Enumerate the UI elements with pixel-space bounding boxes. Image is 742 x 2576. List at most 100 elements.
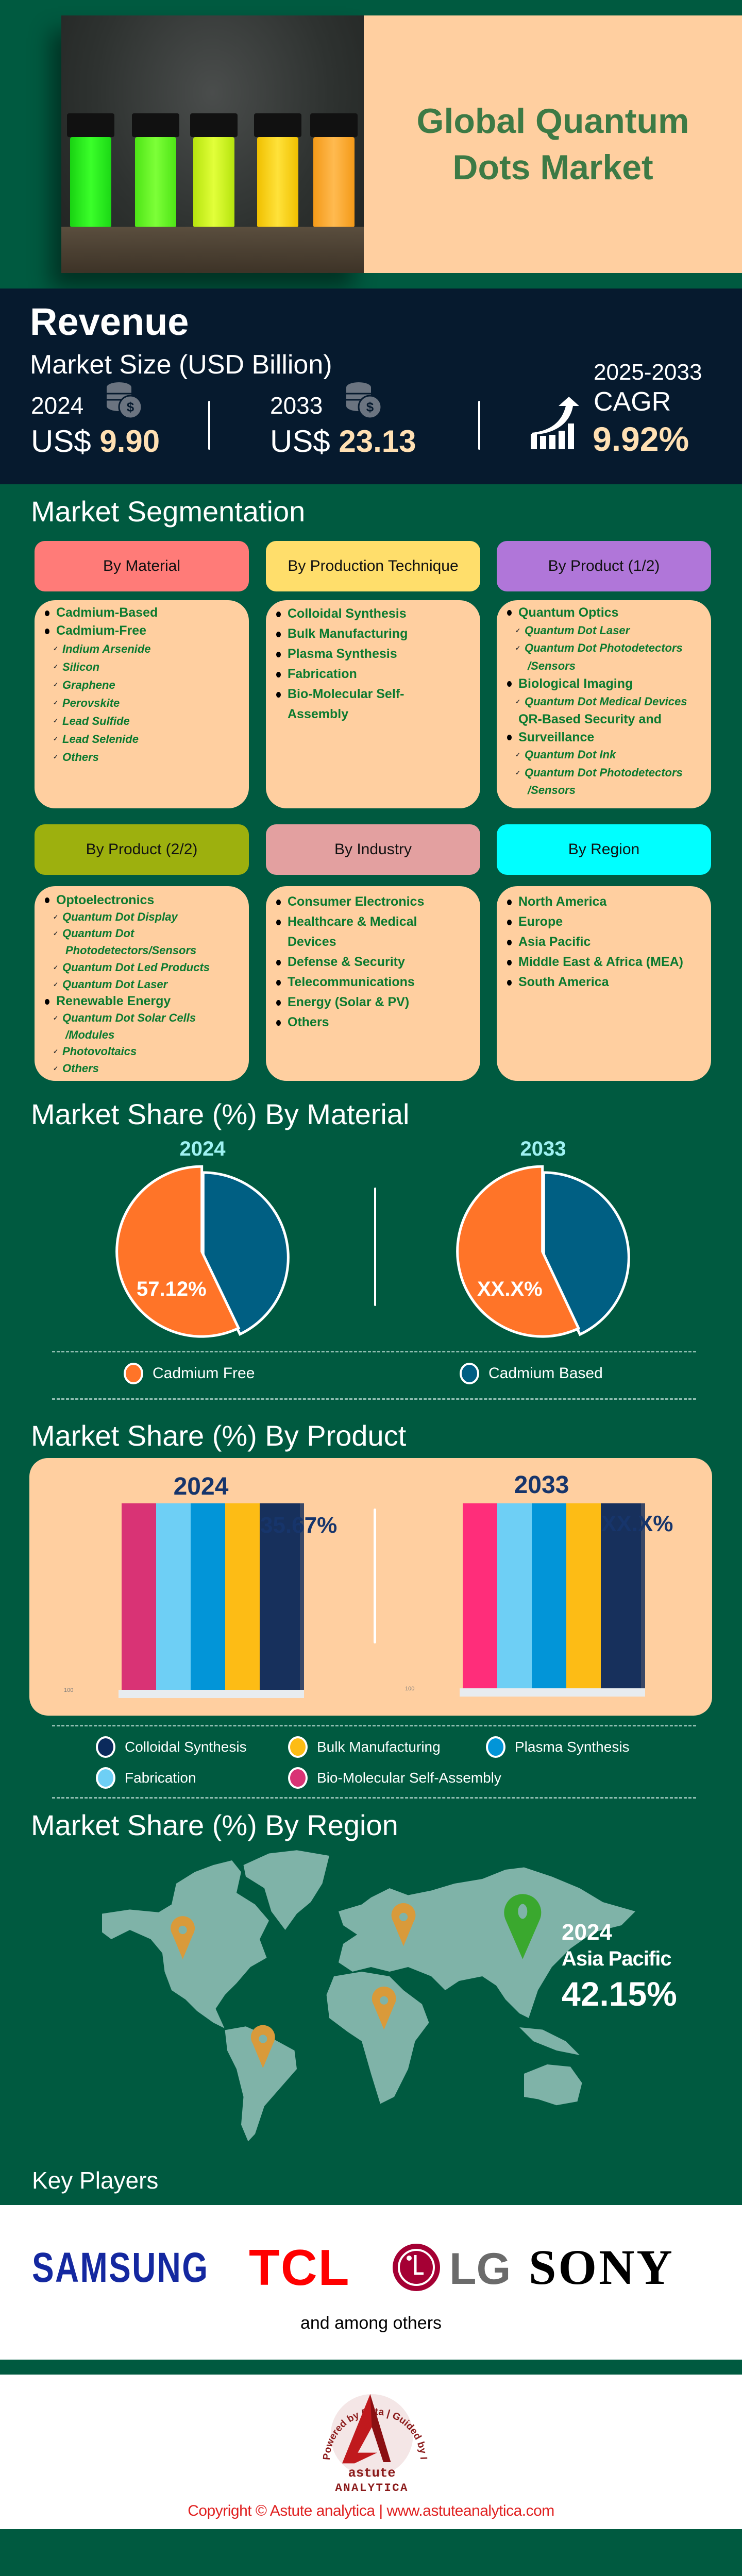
segment-header: By Product (1/2) (497, 541, 711, 591)
legend-swatch (460, 1363, 479, 1384)
segment-list: OptoelectronicsQuantum Dot DisplayQuantu… (35, 886, 249, 1081)
list-item: QR-Based Security and (518, 712, 662, 726)
segment-list: Quantum OpticsQuantum Dot LaserQuantum D… (497, 600, 711, 808)
legend-item: Bulk Manufacturing (288, 1736, 441, 1758)
bar-bulk-manufacturing (566, 1503, 606, 1688)
pie-label-2024: 57.12% (137, 1278, 207, 1300)
pie-slice-cadmium-free (456, 1165, 581, 1338)
sub-list-item: Others (35, 748, 249, 766)
list-item: Asia Pacific (497, 932, 711, 952)
list-item: Consumer Electronics (266, 892, 480, 912)
segment-header: By Region (497, 824, 711, 875)
dashed-separator (52, 1797, 696, 1799)
region-value: 42.15% (562, 1975, 677, 2013)
sub-list-item: Others (35, 1060, 249, 1077)
list-item: Europe (497, 912, 711, 932)
astute-analytica-logo: Powered by Data | Guided by Intelligence… (309, 2378, 429, 2495)
dashed-separator (52, 1398, 696, 1400)
bar-label-2024: 35.67% (260, 1513, 338, 1538)
samsung-logo: SAMSUNG (32, 2244, 209, 2291)
legend-cadmium-free: Cadmium Free (124, 1363, 255, 1384)
list-item: /Sensors (528, 784, 576, 796)
green-band (0, 2360, 742, 2375)
region-share-title: Market Share (%) By Region (31, 1809, 398, 1841)
list-item: Renewable Energy (35, 993, 249, 1010)
currency-2033: US$ (270, 424, 330, 459)
list-item: Defense & Security (266, 952, 480, 972)
segment-list: Consumer Electronics Healthcare & Medical… (266, 886, 480, 1081)
bar-colloidal-synthesis (260, 1503, 300, 1690)
segment-list: Colloidal Synthesis Bulk Manufacturing Pla… (266, 600, 480, 808)
vial-orange (310, 113, 358, 227)
pie-slice-cadmium-free (115, 1165, 241, 1338)
legend-item: Fabrication (96, 1767, 196, 1789)
svg-text:$: $ (127, 399, 134, 415)
segmentation-section: Market Segmentation By Material Cadmium-B… (0, 484, 742, 1092)
pin-europe-icon (391, 1903, 416, 1946)
pie-year-2024: 2024 (179, 1138, 226, 1160)
pie-label-2033: XX.X% (477, 1278, 543, 1300)
bar-side (640, 1503, 645, 1688)
list-item: Telecommunications (266, 972, 480, 992)
segment-header: By Material (35, 541, 249, 591)
pie-slice-cadmium-based (542, 1171, 630, 1336)
cagr-value: 9.92% (593, 420, 689, 458)
vial-yellow-green (190, 113, 238, 227)
sub-list-item: Quantum Dot Laser (35, 976, 249, 993)
year-2024: 2024 (31, 392, 84, 419)
list-item: Colloidal Synthesis (266, 604, 480, 624)
legend-label: Colloidal Synthesis (125, 1739, 247, 1755)
legend-cadmium-based: Cadmium Based (460, 1363, 603, 1384)
legend-swatch (288, 1736, 308, 1758)
southeast-asia (519, 2027, 580, 2055)
sub-list-item: Quantum Dot Photodetectors (497, 764, 711, 782)
sub-list-item: Quantum Dot Solar Cells (35, 1010, 249, 1027)
key-players-header: Key Players (0, 2154, 742, 2205)
divider (374, 1509, 376, 1643)
legend-label: Bulk Manufacturing (317, 1739, 441, 1755)
legend-label: Fabrication (125, 1770, 196, 1786)
material-share-title: Market Share (%) By Material (31, 1098, 410, 1130)
sub-list-item: Quantum Dot Photodetectors (497, 639, 711, 657)
coins-dollar-icon: $ (346, 382, 382, 419)
revenue-section: Revenue Market Size (USD Billion) 2024 $… (0, 289, 742, 484)
divider (374, 1188, 376, 1306)
market-size-label: Market Size (USD Billion) (30, 350, 332, 380)
shelf (61, 227, 364, 273)
greenland (243, 1850, 329, 1930)
segmentation-title: Market Segmentation (31, 495, 306, 528)
sub-list-item: Quantum Dot (35, 925, 249, 942)
title-panel (364, 15, 742, 273)
material-pie-charts (115, 1165, 630, 1338)
amount-2024: 9.90 (99, 424, 160, 459)
bar-base (119, 1690, 304, 1698)
vial-lime (132, 113, 179, 227)
lg-logo-text: LG (449, 2244, 511, 2294)
pin-south-america-icon (250, 2025, 275, 2069)
australia (524, 2064, 582, 2106)
sub-list-item: Graphene (35, 676, 249, 694)
logo-word-astute: astute (348, 2466, 396, 2481)
list-item: Devices (288, 935, 336, 949)
bar-plasma-synthesis (191, 1503, 231, 1690)
page-title-line1: Global Quantum (416, 101, 689, 141)
divider (208, 401, 210, 450)
list-item: Bio-Molecular Self- (266, 684, 480, 704)
sony-logo: SONY (529, 2240, 674, 2295)
region-name: Asia Pacific (562, 1947, 672, 1970)
list-item: Plasma Synthesis (266, 644, 480, 664)
svg-text:$: $ (366, 399, 374, 415)
sub-list-item: Indium Arsenide (35, 640, 249, 658)
sub-list-item: Quantum Dot Ink (497, 746, 711, 764)
y-tick-label: 100 (64, 1687, 73, 1693)
logo-word-analytica: ANALYTICA (335, 2481, 409, 2495)
y-tick-label: 100 (405, 1686, 414, 1692)
legend-item: Plasma Synthesis (486, 1736, 630, 1758)
cagr-period: 2025-2033 (594, 360, 702, 385)
segment-header: By Production Technique (266, 541, 480, 591)
legend-item: Colloidal Synthesis (96, 1736, 247, 1758)
legend-swatch (288, 1767, 308, 1789)
africa (326, 1972, 429, 2104)
list-item: Others (266, 1012, 480, 1032)
region-year: 2024 (562, 1920, 612, 1945)
